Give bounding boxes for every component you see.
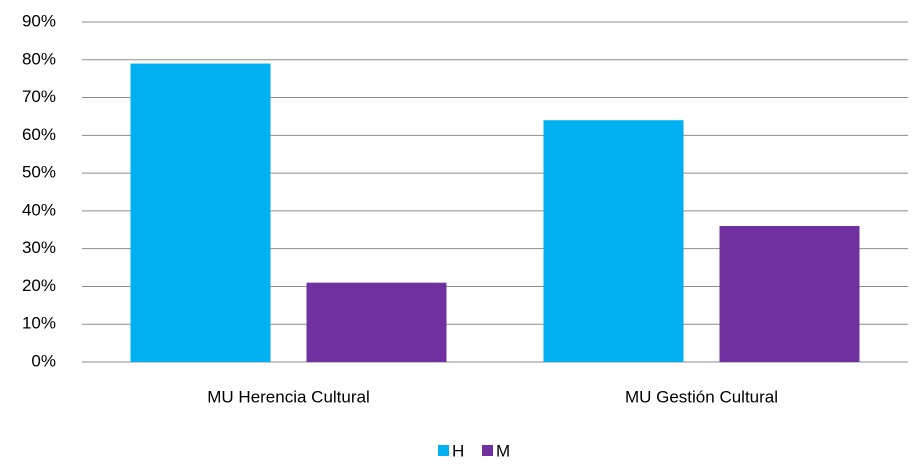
y-tick-label: 0% bbox=[31, 351, 56, 370]
bar bbox=[719, 226, 860, 362]
legend-swatch bbox=[438, 445, 449, 456]
legend-label: M bbox=[496, 441, 510, 460]
y-tick-label: 60% bbox=[22, 125, 56, 144]
x-tick-label: MU Gestión Cultural bbox=[625, 387, 778, 406]
y-tick-label: 80% bbox=[22, 49, 56, 68]
y-tick-label: 20% bbox=[22, 276, 56, 295]
legend-label: H bbox=[452, 441, 464, 460]
x-tick-label: MU Herencia Cultural bbox=[207, 387, 370, 406]
y-tick-label: 90% bbox=[22, 11, 56, 30]
y-tick-label: 30% bbox=[22, 238, 56, 257]
y-tick-label: 10% bbox=[22, 314, 56, 333]
y-tick-label: 50% bbox=[22, 163, 56, 182]
legend-swatch bbox=[482, 445, 493, 456]
bar bbox=[130, 63, 271, 363]
bar bbox=[543, 120, 684, 362]
y-tick-label: 70% bbox=[22, 87, 56, 106]
y-tick-label: 40% bbox=[22, 200, 56, 219]
bar bbox=[306, 282, 447, 362]
